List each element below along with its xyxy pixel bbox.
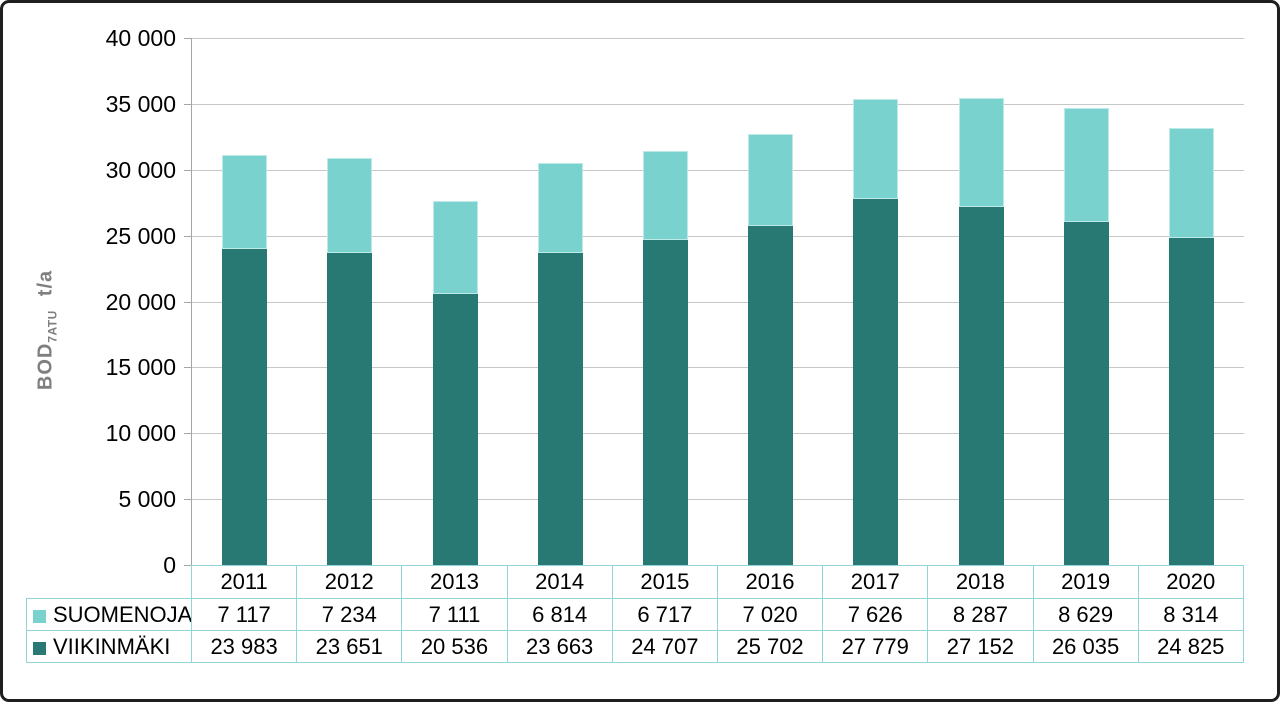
- gridline: [192, 169, 1244, 171]
- table-year-row: 2011 2012 2013 2014 2015 2016 2017 2018 2019 2020: [27, 565, 1244, 599]
- legend-swatch-viikinmäki: [33, 641, 46, 655]
- axis-tick: [184, 169, 192, 171]
- gridline: [192, 235, 1244, 237]
- bar-segment-2019-viikinmäki: [1063, 222, 1109, 565]
- bar-segment-2011-viikinmäki: [222, 249, 268, 565]
- gridline: [192, 367, 1244, 369]
- bar-segment-2020-viikinmäki: [1168, 237, 1214, 565]
- bar-segment-2012-viikinmäki: [327, 253, 373, 565]
- bar-segment-2015-viikinmäki: [642, 239, 688, 565]
- axis-tick: [184, 301, 192, 303]
- value-cell: 23 663: [506, 630, 613, 663]
- value-cell: 27 152: [927, 630, 1034, 663]
- bar-segment-2018-suomenoja: [958, 98, 1004, 208]
- y-tick-label: 10 000: [105, 420, 176, 447]
- value-cell: 6 814: [506, 598, 613, 631]
- axis-tick: [184, 499, 192, 501]
- value-cell: 24 825: [1137, 630, 1244, 663]
- plot-area: [184, 38, 1244, 566]
- value-cell: 6 717: [611, 598, 718, 631]
- gridline: [192, 103, 1244, 105]
- year-cell: 2016: [716, 565, 824, 599]
- bar-segment-2014-viikinmäki: [537, 253, 583, 565]
- year-cell: 2020: [1137, 565, 1244, 599]
- y-tick-label: 0: [163, 552, 176, 578]
- data-table: 2011 2012 2013 2014 2015 2016 2017 2018 2019 2020…: [26, 565, 1244, 663]
- value-cell: 25 702: [716, 630, 824, 663]
- axis-tick: [184, 38, 192, 39]
- y-tick-label: 20 000: [105, 288, 176, 315]
- legend-cell: SUOMENOJA: [26, 598, 192, 631]
- bar-segment-2017-suomenoja: [853, 98, 899, 200]
- bar-segment-2013-suomenoja: [432, 200, 478, 295]
- bar-segment-2012-suomenoja: [327, 158, 373, 254]
- axis-tick: [184, 235, 192, 237]
- y-tick-label: 25 000: [105, 222, 176, 249]
- bar-segment-2016-suomenoja: [748, 133, 794, 227]
- gridline: [192, 38, 1244, 39]
- axis-tick: [184, 367, 192, 369]
- bar-segment-2017-viikinmäki: [853, 199, 899, 565]
- bar-segment-2019-suomenoja: [1063, 108, 1109, 222]
- legend-label: SUOMENOJA: [53, 601, 192, 627]
- year-cell: 2017: [822, 565, 929, 599]
- value-cell: 27 779: [822, 630, 929, 663]
- value-cell: 7 626: [822, 598, 929, 631]
- value-cell: 7 111: [401, 598, 508, 631]
- value-cell: 26 035: [1032, 630, 1139, 663]
- axis-tick: [184, 433, 192, 435]
- table-corner-spacer: [27, 566, 192, 599]
- bar-segment-2015-suomenoja: [642, 151, 688, 240]
- y-tick-label: 5 000: [118, 486, 176, 513]
- value-cell: 20 536: [401, 630, 508, 663]
- table-series-row: SUOMENOJA 7 117 7 234 7 111 6 814 6 717 7 020 7…: [26, 598, 1244, 631]
- bar-segment-2014-suomenoja: [537, 163, 583, 254]
- value-cell: 7 234: [296, 598, 403, 631]
- value-cell: 7 020: [716, 598, 824, 631]
- year-cell: 2019: [1032, 565, 1139, 599]
- gridline: [192, 499, 1244, 501]
- bar-segment-2013-viikinmäki: [432, 294, 478, 565]
- value-cell: 8 287: [927, 598, 1034, 631]
- y-tick-label: 40 000: [105, 25, 176, 51]
- y-axis-title-subscript: 7ATU: [45, 310, 60, 343]
- value-cell: 8 314: [1137, 598, 1244, 631]
- legend-cell: VIIKINMÄKI: [26, 630, 192, 663]
- value-cell: 23 651: [296, 630, 403, 663]
- axis-tick: [184, 103, 192, 105]
- y-axis-title-main: BOD: [34, 342, 57, 391]
- value-cell: 8 629: [1032, 598, 1139, 631]
- legend-label: VIIKINMÄKI: [53, 633, 171, 659]
- table-series-row: VIIKINMÄKI 23 983 23 651 20 536 23 663 24 707…: [26, 630, 1244, 663]
- gridline: [192, 301, 1244, 303]
- value-cell: 24 707: [611, 630, 718, 663]
- value-cell: 7 117: [190, 598, 298, 631]
- bar-segment-2016-viikinmäki: [748, 226, 794, 565]
- legend-swatch-suomenoja: [33, 609, 46, 623]
- year-cell: 2011: [190, 565, 298, 599]
- year-cell: 2018: [927, 565, 1034, 599]
- year-cell: 2013: [401, 565, 508, 599]
- y-axis-title-unit: t/a: [34, 269, 57, 297]
- year-cell: 2015: [611, 565, 718, 599]
- bar-segment-2011-suomenoja: [222, 155, 268, 250]
- gridline: [192, 433, 1244, 435]
- y-tick-label: 15 000: [105, 354, 176, 381]
- year-cell: 2014: [506, 565, 613, 599]
- axis-tick: [184, 565, 192, 566]
- year-cell: 2012: [296, 565, 403, 599]
- value-cell: 23 983: [190, 630, 298, 663]
- y-tick-label: 35 000: [105, 90, 176, 117]
- bar-segment-2018-viikinmäki: [958, 207, 1004, 565]
- bar-segment-2020-suomenoja: [1168, 128, 1214, 238]
- y-tick-label: 30 000: [105, 156, 176, 183]
